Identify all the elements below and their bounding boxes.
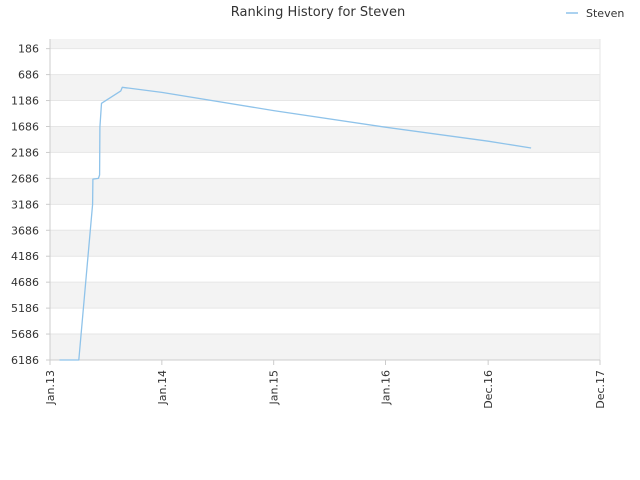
x-tick-label: Jan.15 <box>268 370 281 405</box>
plot-band <box>50 178 600 205</box>
x-tick-label: Jan.13 <box>44 370 57 405</box>
y-tick-label: 1186 <box>11 95 39 108</box>
y-tick-label: 4686 <box>11 276 39 289</box>
chart-title: Ranking History for Steven <box>231 5 405 20</box>
plot-band <box>50 152 600 179</box>
plot-band <box>50 100 600 127</box>
x-tick-label: Jan.14 <box>156 370 169 405</box>
y-tick-label: 5186 <box>11 302 39 315</box>
plot-band <box>50 334 600 360</box>
plot-band <box>50 126 600 153</box>
axes <box>49 39 601 361</box>
y-tick-label: 5686 <box>11 328 39 341</box>
y-tick-label: 4186 <box>11 250 39 263</box>
y-tick-label: 186 <box>18 43 39 56</box>
y-tick-label: 1686 <box>11 120 39 133</box>
series-layer <box>59 86 532 361</box>
plot-band <box>50 48 600 75</box>
plot-band <box>50 256 600 283</box>
x-tick-label: Dec.17 <box>594 370 607 409</box>
y-tick-label: 3186 <box>11 198 39 211</box>
plot-band <box>50 39 600 49</box>
y-tick-label: 686 <box>18 69 39 82</box>
legend-label-steven: Steven <box>586 7 624 20</box>
plot-band <box>50 282 600 309</box>
plot-background-bands <box>50 39 600 360</box>
y-axis-ticks: 186 686 1186 1686 2186 2686 3186 3686 4186 4686 51… <box>11 43 50 367</box>
legend: Steven <box>566 7 624 20</box>
series-line-steven <box>59 86 532 361</box>
y-tick-label: 2186 <box>11 146 39 159</box>
x-tick-label: Dec.16 <box>482 370 495 409</box>
y-tick-label: 6186 <box>11 354 39 367</box>
x-axis-ticks: Jan.13 Jan.14 Jan.15 Jan.16 Dec.16 Dec.17 <box>44 360 607 409</box>
plot-band <box>50 230 600 257</box>
y-tick-label: 3686 <box>11 224 39 237</box>
plot-band <box>50 204 600 231</box>
y-tick-label: 2686 <box>11 172 39 185</box>
plot-band <box>50 308 600 335</box>
x-tick-label: Jan.16 <box>380 370 393 405</box>
plot-band <box>50 74 600 101</box>
